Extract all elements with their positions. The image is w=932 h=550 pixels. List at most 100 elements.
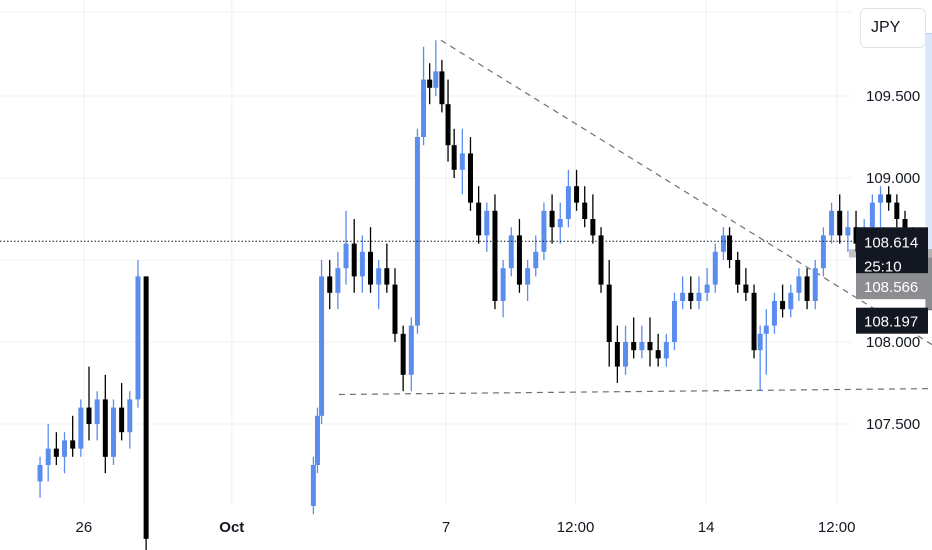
y-axis[interactable]: 109.500 109.000 108.000 107.500 xyxy=(866,88,920,433)
candle xyxy=(671,292,677,351)
candle-body xyxy=(384,268,390,285)
candle xyxy=(484,202,490,252)
candle xyxy=(351,219,357,293)
candle-body xyxy=(796,276,802,293)
candle xyxy=(557,202,563,244)
entry-price-label: 108.566 xyxy=(864,279,918,296)
candle xyxy=(829,202,835,244)
candle xyxy=(541,202,547,260)
candle xyxy=(408,317,414,392)
candle xyxy=(878,186,884,228)
candle xyxy=(45,424,51,482)
trendlines[interactable] xyxy=(338,39,932,396)
stop-zone[interactable] xyxy=(925,249,932,310)
candle-body xyxy=(788,292,794,310)
x-tick-label: 12:00 xyxy=(818,519,856,536)
candle-body xyxy=(102,399,108,457)
candle-body xyxy=(62,440,68,457)
candle-body xyxy=(119,407,125,433)
candle-body xyxy=(655,350,661,359)
candle xyxy=(590,194,596,244)
candle-body xyxy=(590,219,596,236)
candle xyxy=(376,260,382,310)
currency-button[interactable]: JPY xyxy=(860,8,926,48)
candle-body xyxy=(804,276,810,301)
candle-body xyxy=(451,145,457,170)
candle-body xyxy=(516,235,522,285)
candle xyxy=(433,40,439,96)
currency-label: JPY xyxy=(871,19,901,36)
candle xyxy=(359,235,365,293)
candle xyxy=(720,227,726,260)
candle xyxy=(623,325,629,375)
candle xyxy=(94,391,100,441)
candle xyxy=(327,260,333,310)
candle xyxy=(704,268,710,301)
candle xyxy=(894,194,900,228)
candle-body xyxy=(310,465,316,506)
candle xyxy=(86,366,92,441)
candle-body xyxy=(771,301,777,326)
candle-body xyxy=(376,268,382,285)
candle-body xyxy=(94,399,100,424)
candle xyxy=(549,194,555,244)
trendline[interactable] xyxy=(440,39,932,388)
candle-body xyxy=(829,210,835,236)
candle-body xyxy=(696,292,702,301)
candle-body xyxy=(565,186,571,219)
candle-body xyxy=(70,440,76,449)
y-tick-label: 107.500 xyxy=(866,416,920,433)
candle-body xyxy=(631,342,637,351)
candle-body xyxy=(820,235,826,269)
candle-body xyxy=(86,407,92,424)
candle-body xyxy=(869,202,875,228)
candle-body xyxy=(582,202,588,219)
candle xyxy=(696,276,702,310)
stop-price-label-box xyxy=(856,307,928,334)
candle-body xyxy=(763,325,769,334)
candle-body xyxy=(319,276,325,416)
candle-body xyxy=(720,235,726,252)
candle xyxy=(445,79,451,162)
candle-body xyxy=(327,276,333,293)
candle xyxy=(439,59,445,113)
entry-price-label-box xyxy=(856,273,928,300)
candle-body xyxy=(433,71,439,88)
candle xyxy=(500,260,506,318)
candle-body xyxy=(439,71,445,105)
candle xyxy=(727,227,733,269)
candle xyxy=(53,432,59,465)
candle-body xyxy=(735,260,741,285)
candle xyxy=(427,63,433,105)
candle xyxy=(735,251,741,293)
target-zone[interactable] xyxy=(925,33,932,250)
candle-body xyxy=(421,79,427,137)
candle xyxy=(757,325,763,392)
candle-body xyxy=(492,210,498,301)
candle-body xyxy=(368,251,374,285)
candle-body xyxy=(574,186,580,203)
candle xyxy=(574,169,580,211)
candle xyxy=(886,186,892,211)
candle-body xyxy=(557,219,563,228)
candle-body xyxy=(400,333,406,375)
candle xyxy=(812,260,818,310)
candle xyxy=(680,276,686,310)
x-tick-label: 12:00 xyxy=(557,519,595,536)
candle xyxy=(421,46,427,146)
candle xyxy=(400,325,406,392)
candle xyxy=(688,276,694,310)
y-tick-label: 109.500 xyxy=(866,88,920,105)
candle xyxy=(614,325,620,383)
candle-body xyxy=(467,153,473,203)
candle xyxy=(127,391,133,449)
candle-body xyxy=(335,268,341,293)
candle-body xyxy=(549,210,555,228)
candle xyxy=(565,169,571,228)
last-price-label-box xyxy=(856,227,928,282)
trendline[interactable] xyxy=(338,388,932,396)
grid xyxy=(0,0,852,505)
candle-body xyxy=(727,235,733,260)
